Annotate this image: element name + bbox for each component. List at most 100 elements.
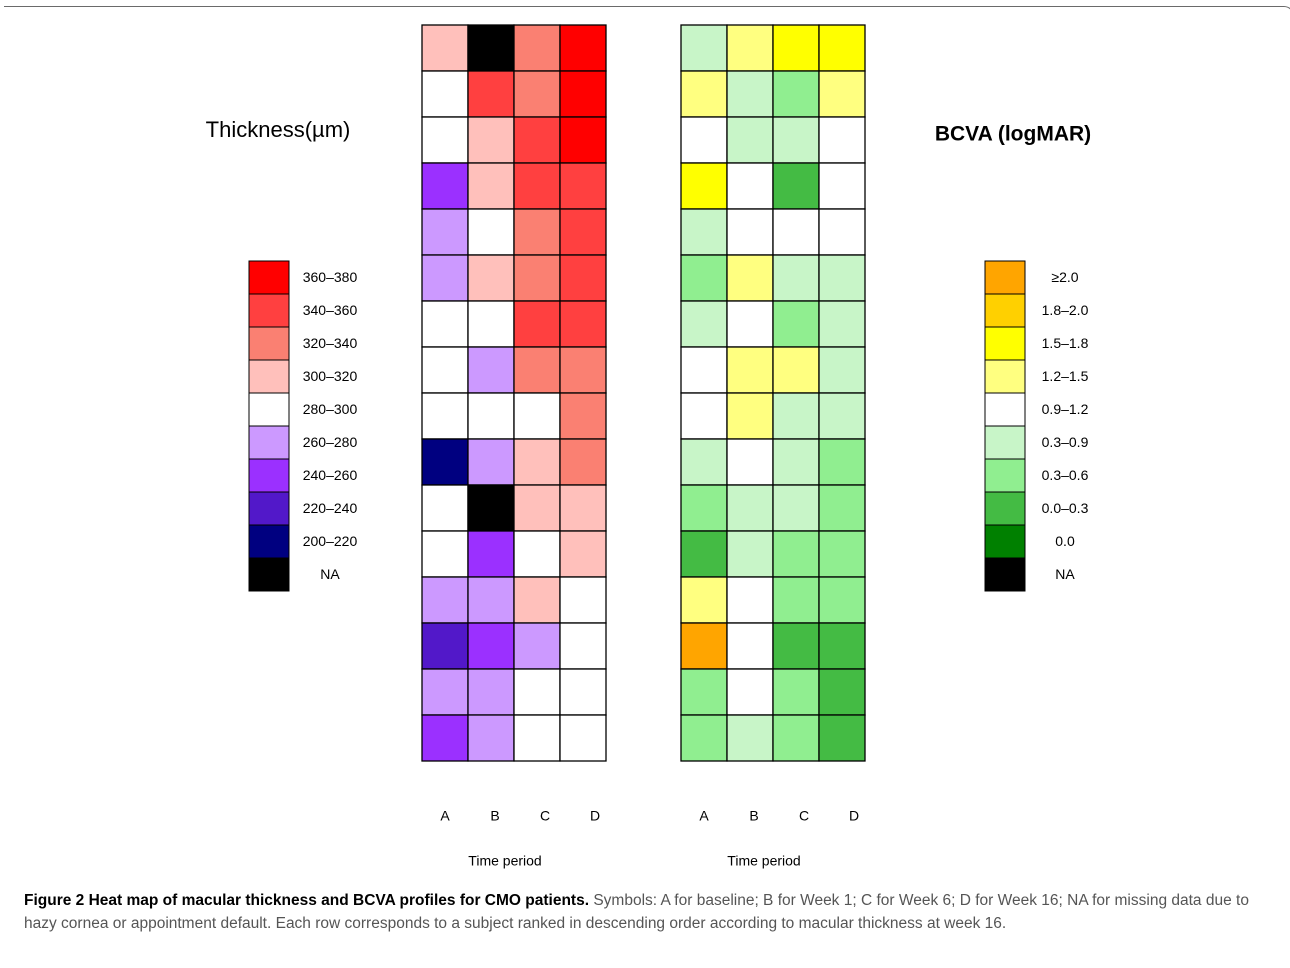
bcva-cell-5-C bbox=[772, 208, 820, 256]
thickness-legend-label-9: 200–220 bbox=[303, 533, 358, 549]
bcva-cell-9-D bbox=[818, 392, 866, 440]
bcva-cell-2-A bbox=[680, 70, 728, 118]
bcva-cell-11-B bbox=[726, 484, 774, 532]
bcva-legend-swatch-4 bbox=[984, 359, 1026, 394]
thickness-cell-12-C bbox=[513, 530, 561, 578]
bcva-cell-8-C bbox=[772, 346, 820, 394]
bcva-cell-10-A bbox=[680, 438, 728, 486]
thickness-cell-7-D bbox=[559, 300, 607, 348]
bcva-column-label-A: A bbox=[699, 808, 709, 824]
thickness-cell-7-A bbox=[421, 300, 469, 348]
thickness-cell-16-D bbox=[559, 714, 607, 762]
bcva-legend-label-8: 0.0–0.3 bbox=[1042, 500, 1089, 516]
thickness-cell-10-B bbox=[467, 438, 515, 486]
thickness-cell-6-C bbox=[513, 254, 561, 302]
bcva-legend-swatch-3 bbox=[984, 326, 1026, 361]
bcva-cell-9-C bbox=[772, 392, 820, 440]
thickness-cell-3-B bbox=[467, 116, 515, 164]
thickness-cell-1-B bbox=[467, 24, 515, 72]
bcva-legend-label-4: 1.2–1.5 bbox=[1042, 368, 1089, 384]
thickness-cell-14-A bbox=[421, 622, 469, 670]
thickness-cell-16-A bbox=[421, 714, 469, 762]
bcva-legend-swatch-6 bbox=[984, 425, 1026, 460]
bcva-cell-16-A bbox=[680, 714, 728, 762]
thickness-legend-label-5: 280–300 bbox=[303, 401, 358, 417]
figure-caption: Figure 2 Heat map of macular thickness a… bbox=[24, 889, 1264, 935]
thickness-cell-13-C bbox=[513, 576, 561, 624]
bcva-cell-15-A bbox=[680, 668, 728, 716]
bcva-legend-swatch-10 bbox=[984, 557, 1026, 592]
thickness-cell-5-A bbox=[421, 208, 469, 256]
thickness-legend-swatch-10 bbox=[248, 557, 290, 592]
thickness-cell-3-C bbox=[513, 116, 561, 164]
bcva-cell-6-B bbox=[726, 254, 774, 302]
thickness-cell-12-B bbox=[467, 530, 515, 578]
thickness-legend-label-8: 220–240 bbox=[303, 500, 358, 516]
thickness-legend-label-7: 240–260 bbox=[303, 467, 358, 483]
thickness-cell-10-D bbox=[559, 438, 607, 486]
thickness-cell-5-C bbox=[513, 208, 561, 256]
bcva-cell-13-C bbox=[772, 576, 820, 624]
thickness-cell-13-A bbox=[421, 576, 469, 624]
thickness-legend-swatch-9 bbox=[248, 524, 290, 559]
thickness-cell-9-D bbox=[559, 392, 607, 440]
thickness-cell-15-D bbox=[559, 668, 607, 716]
bcva-cell-7-C bbox=[772, 300, 820, 348]
thickness-cell-15-B bbox=[467, 668, 515, 716]
thickness-legend-swatch-2 bbox=[248, 293, 290, 328]
caption-text: Symbols: A for baseline; B for Week 1; C… bbox=[24, 892, 1249, 932]
bcva-cell-13-D bbox=[818, 576, 866, 624]
bcva-cell-6-D bbox=[818, 254, 866, 302]
thickness-legend-label-2: 340–360 bbox=[303, 302, 358, 318]
thickness-legend-label-6: 260–280 bbox=[303, 434, 358, 450]
bcva-cell-13-A bbox=[680, 576, 728, 624]
thickness-cell-4-B bbox=[467, 162, 515, 210]
thickness-cell-11-B bbox=[467, 484, 515, 532]
thickness-legend-swatch-3 bbox=[248, 326, 290, 361]
bcva-cell-10-B bbox=[726, 438, 774, 486]
thickness-cell-11-C bbox=[513, 484, 561, 532]
thickness-cell-1-C bbox=[513, 24, 561, 72]
thickness-cell-12-D bbox=[559, 530, 607, 578]
thickness-cell-2-A bbox=[421, 70, 469, 118]
bcva-legend-label-6: 0.3–0.9 bbox=[1042, 434, 1089, 450]
thickness-legend-label-4: 300–320 bbox=[303, 368, 358, 384]
thickness-legend-label-10: NA bbox=[320, 566, 340, 582]
thickness-cell-1-A bbox=[421, 24, 469, 72]
thickness-cell-3-A bbox=[421, 116, 469, 164]
thickness-cell-13-B bbox=[467, 576, 515, 624]
bcva-cell-5-A bbox=[680, 208, 728, 256]
bcva-cell-14-B bbox=[726, 622, 774, 670]
bcva-cell-13-B bbox=[726, 576, 774, 624]
bcva-legend-label-1: ≥2.0 bbox=[1051, 269, 1078, 285]
bcva-legend-label-3: 1.5–1.8 bbox=[1042, 335, 1089, 351]
bcva-cell-7-A bbox=[680, 300, 728, 348]
bcva-xaxis-label: Time period bbox=[727, 853, 800, 869]
bcva-legend-swatch-5 bbox=[984, 392, 1026, 427]
bcva-cell-15-B bbox=[726, 668, 774, 716]
bcva-column-label-C: C bbox=[799, 808, 809, 824]
bcva-legend-swatch-8 bbox=[984, 491, 1026, 526]
bcva-cell-4-D bbox=[818, 162, 866, 210]
thickness-legend-label-3: 320–340 bbox=[303, 335, 358, 351]
thickness-cell-8-C bbox=[513, 346, 561, 394]
bcva-legend-label-10: NA bbox=[1055, 566, 1075, 582]
thickness-legend-swatch-5 bbox=[248, 392, 290, 427]
bcva-cell-16-D bbox=[818, 714, 866, 762]
thickness-cell-10-C bbox=[513, 438, 561, 486]
thickness-cell-8-A bbox=[421, 346, 469, 394]
thickness-cell-7-C bbox=[513, 300, 561, 348]
thickness-cell-12-A bbox=[421, 530, 469, 578]
thickness-cell-6-A bbox=[421, 254, 469, 302]
bcva-cell-1-C bbox=[772, 24, 820, 72]
thickness-cell-14-D bbox=[559, 622, 607, 670]
thickness-cell-4-D bbox=[559, 162, 607, 210]
bcva-legend-label-9: 0.0 bbox=[1055, 533, 1075, 549]
bcva-cell-5-B bbox=[726, 208, 774, 256]
bcva-cell-8-D bbox=[818, 346, 866, 394]
bcva-cell-2-D bbox=[818, 70, 866, 118]
bcva-cell-6-A bbox=[680, 254, 728, 302]
bcva-cell-4-B bbox=[726, 162, 774, 210]
thickness-cell-14-C bbox=[513, 622, 561, 670]
bcva-cell-11-C bbox=[772, 484, 820, 532]
